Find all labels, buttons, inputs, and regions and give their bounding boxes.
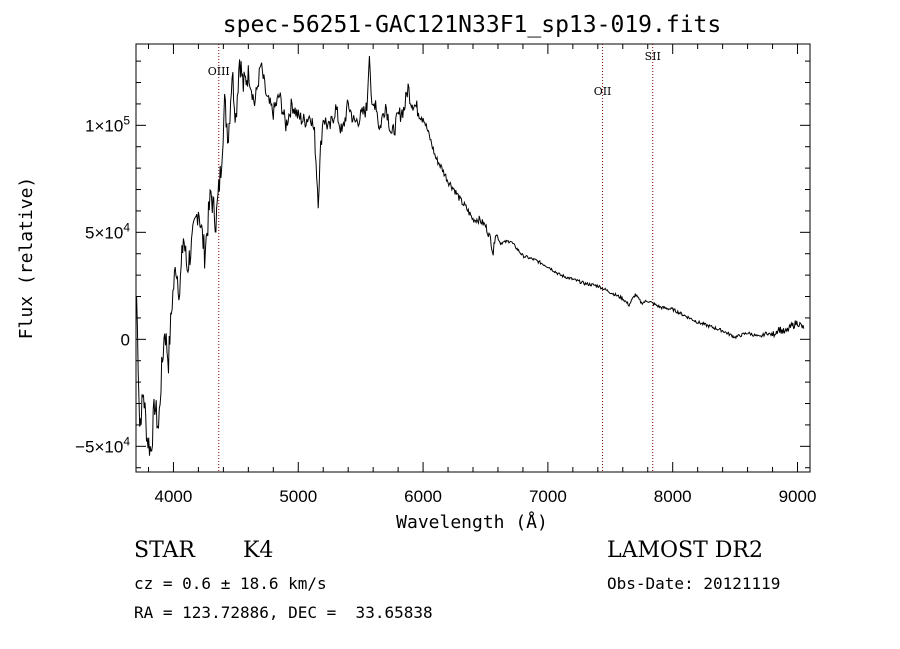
spectrum-line: [136, 55, 805, 456]
x-tick-label: 4000: [155, 487, 193, 506]
y-axis-ticks: −5×104 0 5×104 1×105: [75, 60, 810, 469]
y-tick-label: 1×105: [85, 113, 130, 135]
x-tick-label: 7000: [529, 487, 567, 506]
y-tick-label: 0: [121, 330, 130, 349]
x-tick-label: 6000: [404, 487, 442, 506]
y-tick-label: 5×104: [85, 220, 130, 242]
emission-line-label: SII: [645, 50, 661, 63]
x-tick-label: 9000: [779, 487, 817, 506]
x-tick-label: 5000: [279, 487, 317, 506]
survey-name: LAMOST DR2: [607, 538, 763, 563]
redshift-text: cz = 0.6 ± 18.6 km/s: [134, 574, 327, 593]
x-tick-label: 8000: [654, 487, 692, 506]
observation-date: Obs-Date: 20121119: [607, 574, 781, 593]
y-axis-label: Flux (relative): [16, 177, 37, 340]
y-tick-label: −5×104: [75, 434, 130, 456]
emission-line-label: OII: [594, 85, 612, 98]
object-subclass: K4: [243, 538, 274, 563]
x-axis-ticks: 4000 5000 6000 7000 8000 9000: [147, 44, 817, 506]
chart-title: spec-56251-GAC121N33F1_sp13-019.fits: [223, 12, 722, 38]
coordinates-text: RA = 123.72886, DEC = 33.65838: [134, 603, 433, 622]
x-axis-label: Wavelength (Å): [396, 511, 548, 533]
object-class: STAR: [134, 538, 195, 563]
emission-line-markers: OIII OII SII: [208, 44, 661, 472]
emission-line-label: OIII: [208, 65, 230, 78]
